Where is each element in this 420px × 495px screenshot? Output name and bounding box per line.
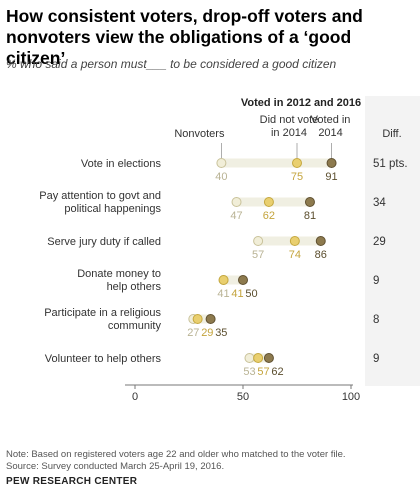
dot-consistent xyxy=(238,275,248,285)
dot-dropoff xyxy=(263,197,274,207)
note-text: Note: Based on registered voters age 22 … xyxy=(6,449,346,460)
dot-nonvoters xyxy=(216,158,227,168)
category-label: Donate money to xyxy=(77,268,161,280)
dot-consistent xyxy=(263,353,274,363)
legend-consistent-line: 2014 xyxy=(318,127,342,139)
value-label-dropoff: 29 xyxy=(201,327,213,339)
dot-consistent xyxy=(304,197,315,207)
value-label-consistent: 86 xyxy=(315,249,327,261)
chart-notes: Note: Based on registered voters age 22 … xyxy=(6,449,346,473)
dot-nonvoters xyxy=(244,353,255,363)
dot-consistent xyxy=(205,314,216,324)
dot-dropoff xyxy=(292,158,302,168)
category-label: Vote in elections xyxy=(81,158,162,170)
dot-dropoff xyxy=(192,314,203,324)
value-label-consistent: 91 xyxy=(325,171,337,183)
diff-value: 29 xyxy=(373,236,386,248)
legend-nonvoters: Nonvoters xyxy=(174,128,225,140)
value-label-nonvoters: 27 xyxy=(187,327,199,339)
x-tick-label: 50 xyxy=(237,391,249,403)
category-label: Volunteer to help others xyxy=(45,353,162,365)
value-label-consistent: 81 xyxy=(304,210,316,222)
dot-dropoff xyxy=(289,236,300,246)
value-label-nonvoters: 47 xyxy=(230,210,242,222)
category-label: Participate in a religious xyxy=(44,307,161,319)
range-bar xyxy=(221,158,332,168)
dot-nonvoters xyxy=(231,197,242,207)
x-tick-label: 100 xyxy=(342,391,360,403)
diff-header: Diff. xyxy=(382,128,401,140)
value-label-dropoff: 74 xyxy=(289,249,301,261)
legend-consistent-line: Voted in xyxy=(311,114,351,126)
value-label-dropoff: 75 xyxy=(291,171,303,183)
value-label-nonvoters: 40 xyxy=(215,171,227,183)
diff-column-background xyxy=(365,96,420,386)
value-label-dropoff: 41 xyxy=(231,288,243,300)
legend-group-header: Voted in 2012 and 2016 xyxy=(241,97,361,109)
dot-dropoff xyxy=(253,353,264,363)
range-bar xyxy=(258,236,321,246)
category-label: community xyxy=(108,320,162,332)
dot-consistent xyxy=(315,236,326,246)
value-label-nonvoters: 53 xyxy=(243,366,255,378)
category-label: help others xyxy=(107,281,162,293)
legend-dropoff-line: Did not vote xyxy=(260,114,319,126)
diff-value: 9 xyxy=(373,353,379,365)
diff-value: 8 xyxy=(373,314,379,326)
value-label-dropoff: 62 xyxy=(263,210,275,222)
dot-plot: Voted in 2012 and 2016 Nonvoters Did not v… xyxy=(39,96,420,403)
diff-value: 34 xyxy=(373,197,386,209)
value-label-consistent: 50 xyxy=(245,288,257,300)
range-bar xyxy=(223,275,243,285)
legend-dropoff-line: in 2014 xyxy=(271,127,307,139)
org-name: PEW RESEARCH CENTER xyxy=(6,476,138,487)
x-tick-label: 0 xyxy=(132,391,138,403)
category-label: political happenings xyxy=(64,203,161,215)
diff-value: 51 pts. xyxy=(373,158,408,170)
value-label-dropoff: 57 xyxy=(257,366,269,378)
value-label-nonvoters: 57 xyxy=(252,249,264,261)
category-label: Serve jury duty if called xyxy=(47,236,161,248)
diff-value: 9 xyxy=(373,275,379,287)
source-text: Source: Survey conducted March 25-April … xyxy=(6,461,225,472)
chart-subtitle: % who said a person must___ to be consid… xyxy=(6,57,337,71)
dot-nonvoters xyxy=(253,236,264,246)
category-label: Pay attention to govt and xyxy=(39,190,161,202)
chart-title: How consistent voters, drop-off voters a… xyxy=(6,6,363,68)
value-label-consistent: 35 xyxy=(215,327,227,339)
dot-consistent xyxy=(326,158,337,168)
dot-dropoff xyxy=(218,275,229,285)
value-label-nonvoters: 41 xyxy=(217,288,229,300)
value-label-consistent: 62 xyxy=(271,366,283,378)
